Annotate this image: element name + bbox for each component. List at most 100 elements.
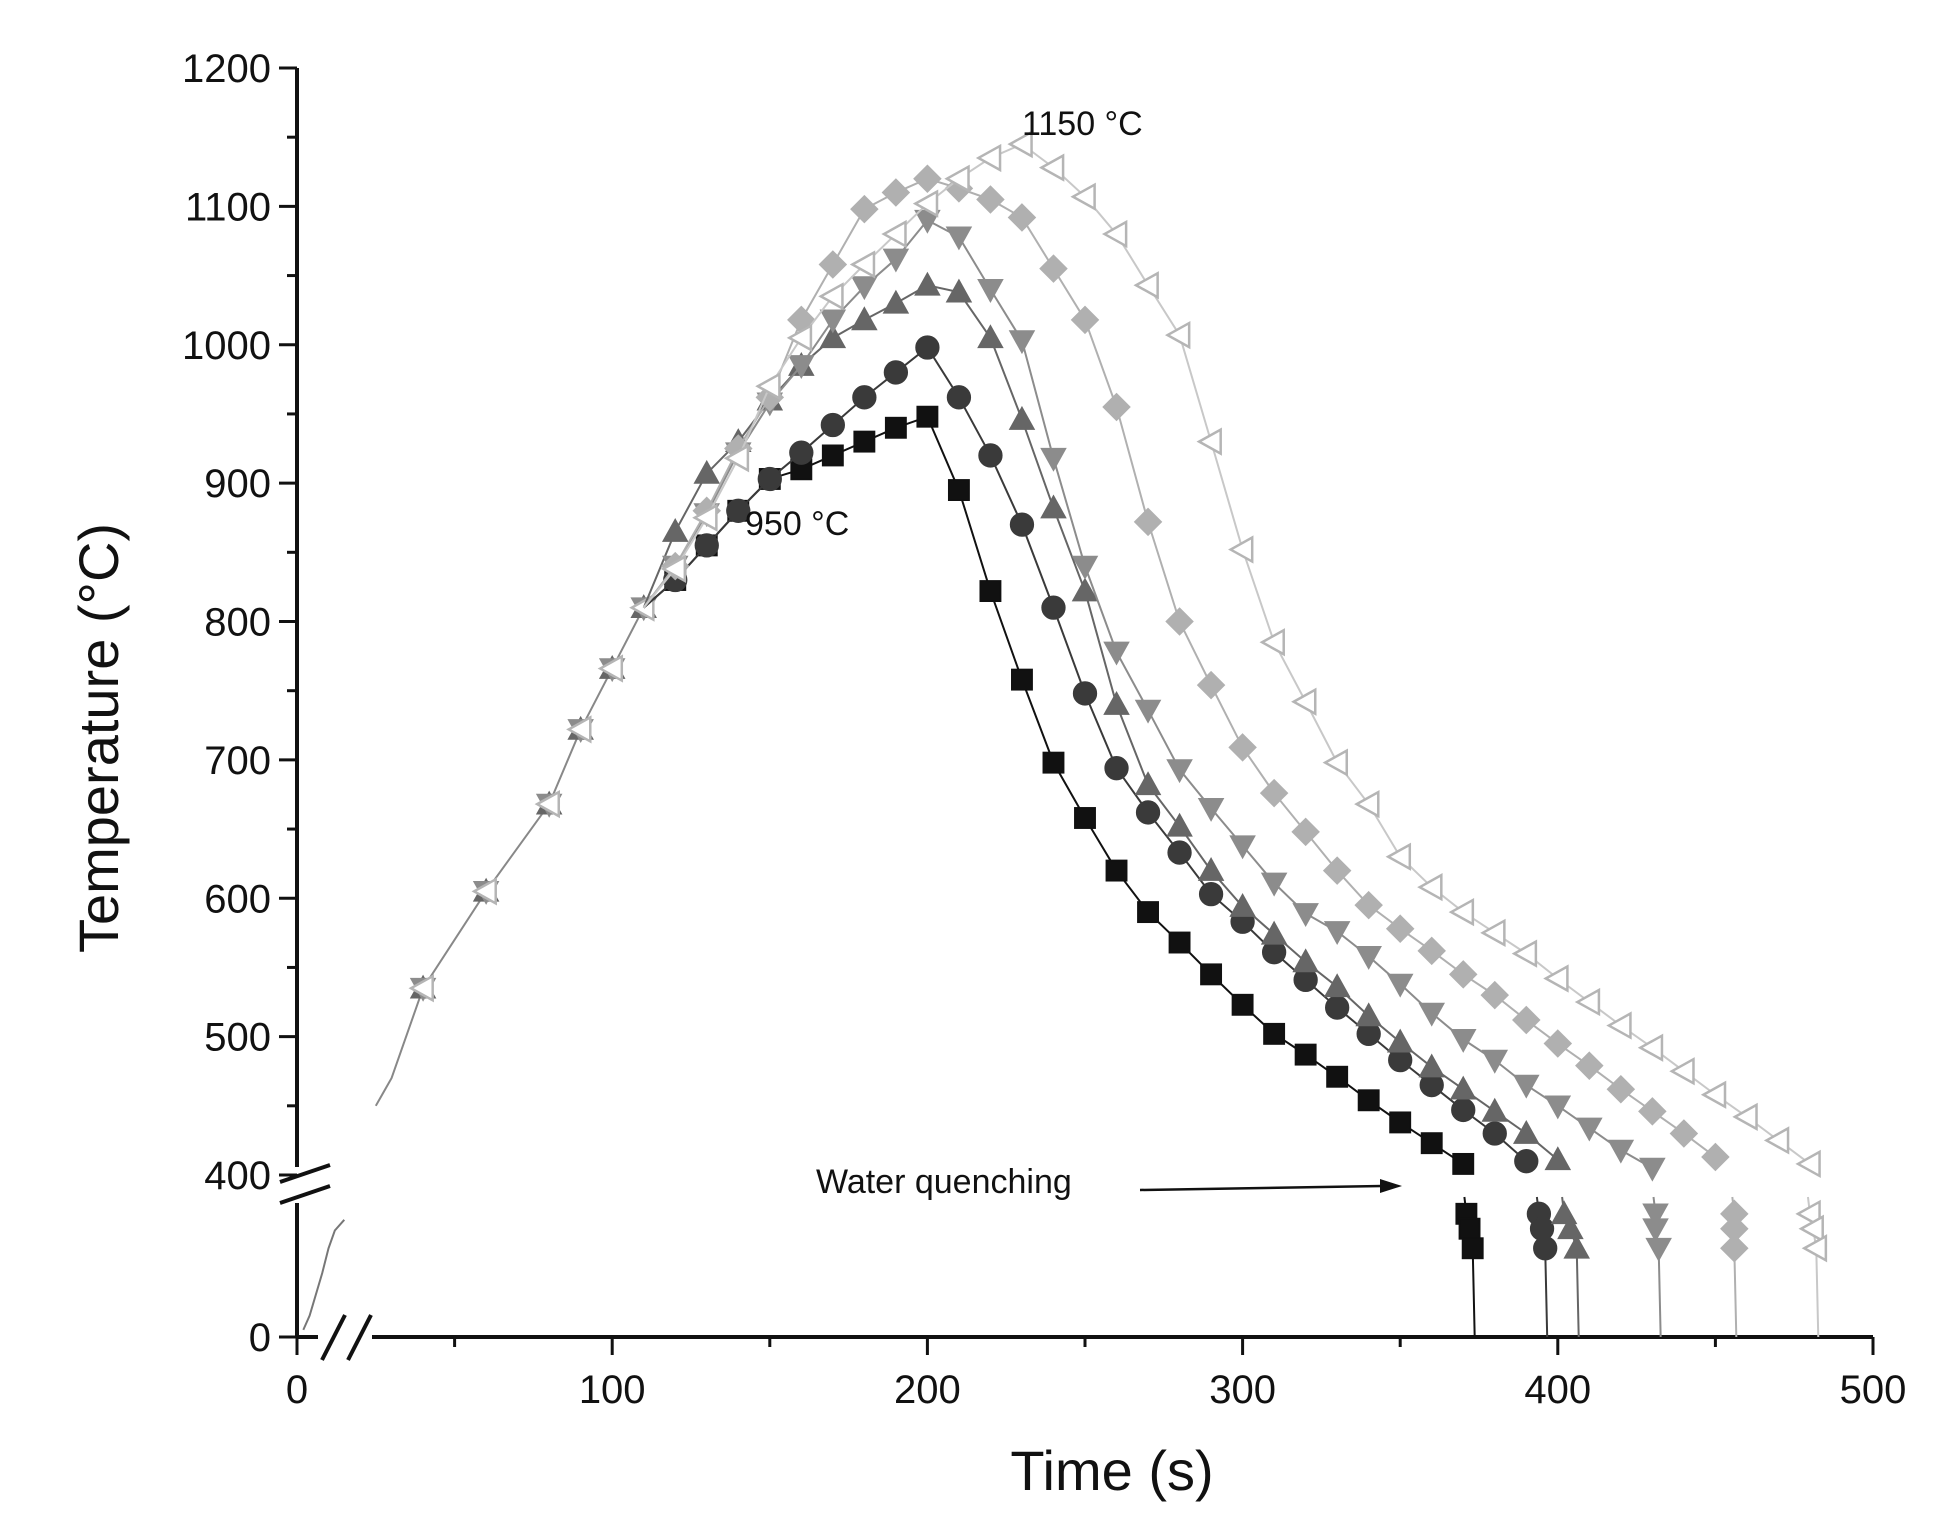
water-quenching-arrow-head [1380, 1179, 1402, 1193]
y-tick-label: 0 [249, 1316, 271, 1360]
data-point [1165, 607, 1194, 636]
y-tick-label: 600 [204, 877, 271, 921]
data-point [1135, 800, 1161, 825]
series-layer [302, 129, 1828, 1338]
data-point [1701, 1142, 1730, 1172]
data-point [818, 250, 848, 279]
data-point [1038, 153, 1065, 182]
data-point [916, 405, 939, 428]
series-2 [642, 271, 1590, 1338]
data-point [1452, 1152, 1475, 1175]
data-point [1385, 842, 1412, 871]
quench-point [1642, 1203, 1669, 1228]
data-point [757, 466, 782, 492]
data-point [1197, 857, 1225, 881]
data-point [1513, 1119, 1540, 1144]
y-tick-label: 1000 [182, 324, 271, 368]
data-point [1355, 1002, 1382, 1027]
data-point [1607, 1139, 1635, 1164]
y-axis-break-mark [279, 1184, 331, 1205]
data-point [1008, 405, 1036, 430]
data-point [1228, 535, 1254, 564]
heating-line-start [302, 1219, 346, 1331]
data-point [820, 412, 845, 438]
data-point [851, 276, 878, 301]
data-point [1042, 751, 1065, 774]
data-point [1103, 690, 1130, 715]
data-point [1481, 1097, 1509, 1122]
data-point [882, 289, 910, 314]
data-point [1606, 1074, 1636, 1104]
series-line [642, 142, 1811, 1165]
data-point [819, 324, 847, 349]
series-5 [642, 129, 1828, 1338]
data-point [1420, 1132, 1443, 1155]
data-point [1638, 1097, 1667, 1126]
data-point [1323, 973, 1351, 998]
data-point [1071, 555, 1099, 580]
data-point [1200, 963, 1223, 986]
data-point [1544, 1095, 1572, 1120]
data-point [692, 503, 718, 532]
data-point [1007, 203, 1037, 232]
annotation-950: 950 °C [745, 505, 849, 543]
axes: 0 400 500 600 700 800 900 1000 1100 1200 0 100 200 30… [182, 47, 1906, 1412]
x-axis-title: Time (s) [1010, 1439, 1213, 1502]
heating-point [471, 877, 497, 906]
data-point [975, 143, 1002, 173]
data-point [660, 554, 687, 584]
data-point [1669, 1057, 1695, 1086]
data-point [884, 416, 907, 439]
quench-point [1563, 1234, 1590, 1259]
quench-point [1798, 1214, 1824, 1243]
heating-point [566, 715, 592, 744]
heating-point [534, 790, 561, 819]
data-point [1041, 595, 1066, 620]
data-point [1259, 778, 1289, 808]
heating-point [597, 654, 624, 683]
data-point [977, 324, 1004, 349]
data-point [1103, 641, 1130, 666]
data-point [1480, 918, 1506, 947]
y-tick-label: 800 [204, 601, 271, 645]
data-point [1134, 699, 1162, 724]
x-tick-label: 300 [1209, 1368, 1276, 1412]
y-tick-label: 1100 [185, 185, 271, 229]
data-point [1040, 447, 1067, 472]
data-point [1072, 681, 1098, 706]
data-point [789, 440, 814, 465]
data-point [1389, 1111, 1412, 1134]
data-point [1576, 1117, 1603, 1142]
data-point [1260, 920, 1288, 945]
data-point [1763, 1126, 1790, 1155]
data-point [1355, 946, 1382, 970]
x-tick-label: 400 [1524, 1368, 1591, 1412]
data-point [979, 580, 1002, 603]
data-point [1292, 903, 1319, 928]
data-point [1544, 1146, 1572, 1171]
data-point [1448, 897, 1475, 927]
annotation-1150: 1150 °C [1022, 105, 1143, 143]
heating-line [374, 607, 645, 1107]
data-point [1386, 973, 1414, 998]
data-point [912, 189, 939, 218]
data-point [1325, 995, 1350, 1020]
data-point [693, 459, 721, 484]
data-point [1196, 427, 1222, 456]
data-point [914, 271, 941, 296]
data-point [723, 444, 750, 473]
data-point [1294, 1043, 1317, 1066]
annotations: 1150 °C 950 °C Water quenching [745, 105, 1402, 1201]
y-axis-title: Temperature (°C) [67, 523, 130, 953]
x-tick-label: 500 [1840, 1368, 1907, 1412]
data-point [1039, 254, 1068, 283]
data-point [1291, 687, 1317, 716]
data-point [1513, 1074, 1540, 1099]
data-point [1511, 939, 1538, 968]
data-point [1418, 1002, 1445, 1027]
quench-point [1458, 1217, 1481, 1240]
data-point [1543, 1029, 1573, 1058]
data-point [1009, 512, 1035, 537]
y-tick-label: 900 [204, 462, 271, 506]
data-point [1229, 835, 1256, 860]
